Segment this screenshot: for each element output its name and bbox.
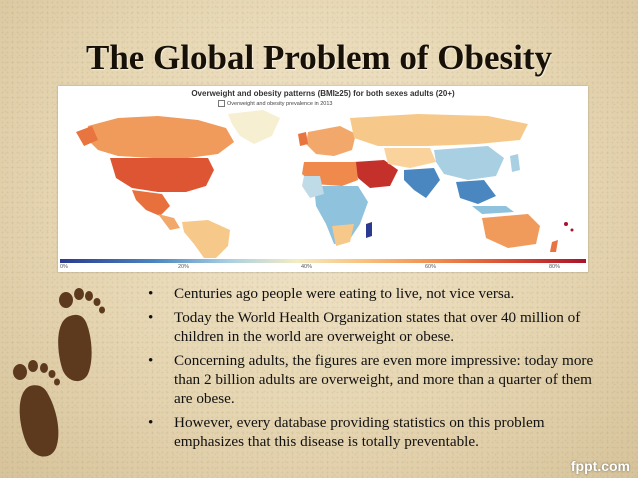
indonesia-shape [472, 206, 514, 214]
europe-shape [306, 126, 356, 156]
bullet-text: However, every database providing statis… [174, 414, 545, 450]
west-africa-shape [302, 176, 324, 198]
usa-shape [110, 158, 214, 192]
japan-shape [510, 154, 520, 172]
bullet-item: • Concerning adults, the figures are even… [148, 351, 603, 408]
map-heading: Overweight and obesity patterns (BMI≥25)… [191, 89, 455, 98]
bullet-text: Concerning adults, the figures are even … [174, 352, 594, 407]
uk-shape [298, 132, 308, 146]
pacific-island-dot [564, 222, 568, 226]
greenland-shape [228, 110, 280, 144]
scale-tick: 0% [60, 264, 68, 270]
india-shape [404, 168, 440, 198]
bullet-item: • Centuries ago people were eating to liv… [148, 284, 603, 303]
madagascar-shape [366, 222, 372, 238]
scale-tick-labels: 0% 20% 40% 60% 80% [58, 264, 588, 272]
scale-tick: 80% [549, 264, 561, 270]
scale-tick: 20% [178, 264, 190, 270]
bullet-dot: • [148, 414, 154, 431]
russia-shape [350, 114, 528, 146]
scale-tick: 60% [425, 264, 437, 270]
bullet-dot: • [148, 285, 154, 302]
middle-east-shape [354, 160, 398, 188]
slide-title: The Global Problem of Obesity [85, 38, 553, 77]
bullet-dot: • [148, 309, 154, 326]
mexico-shape [132, 190, 170, 216]
prevalence-color-scale [60, 259, 586, 263]
southern-africa-shape [332, 224, 354, 246]
bullet-text: Centuries ago people were eating to live… [174, 285, 515, 302]
alaska-shape [76, 126, 98, 146]
bullet-item: • Today the World Health Organization sta… [148, 308, 603, 346]
africa-shape [314, 186, 368, 244]
australia-shape [482, 214, 540, 248]
brand-watermark: fppt.com [570, 458, 630, 474]
south-america-shape [182, 220, 230, 258]
canada-shape [86, 116, 234, 158]
legend-checkbox-icon [218, 100, 225, 107]
map-legend-text: Overweight and obesity prevalence in 201… [227, 100, 333, 107]
central-asia-shape [384, 148, 436, 168]
bullet-dot: • [148, 352, 154, 369]
footprint-icon [13, 360, 60, 457]
central-america-shape [158, 214, 180, 230]
footprints-graphic [13, 288, 105, 457]
world-map-graphic [76, 110, 574, 258]
scale-tick: 40% [301, 264, 313, 270]
footprint-icon [58, 288, 105, 382]
world-obesity-map: Overweight and obesity patterns (BMI≥25)… [58, 86, 588, 272]
china-shape [434, 146, 504, 180]
southeast-asia-shape [456, 180, 496, 204]
new-zealand-shape [550, 240, 558, 252]
bullet-item: • However, every database providing stati… [148, 413, 603, 451]
bullet-list: • Centuries ago people were eating to liv… [148, 284, 603, 456]
bullet-text: Today the World Health Organization stat… [174, 309, 581, 345]
pacific-island-dot [570, 228, 574, 232]
map-legend-label: Overweight and obesity prevalence in 201… [218, 100, 332, 107]
